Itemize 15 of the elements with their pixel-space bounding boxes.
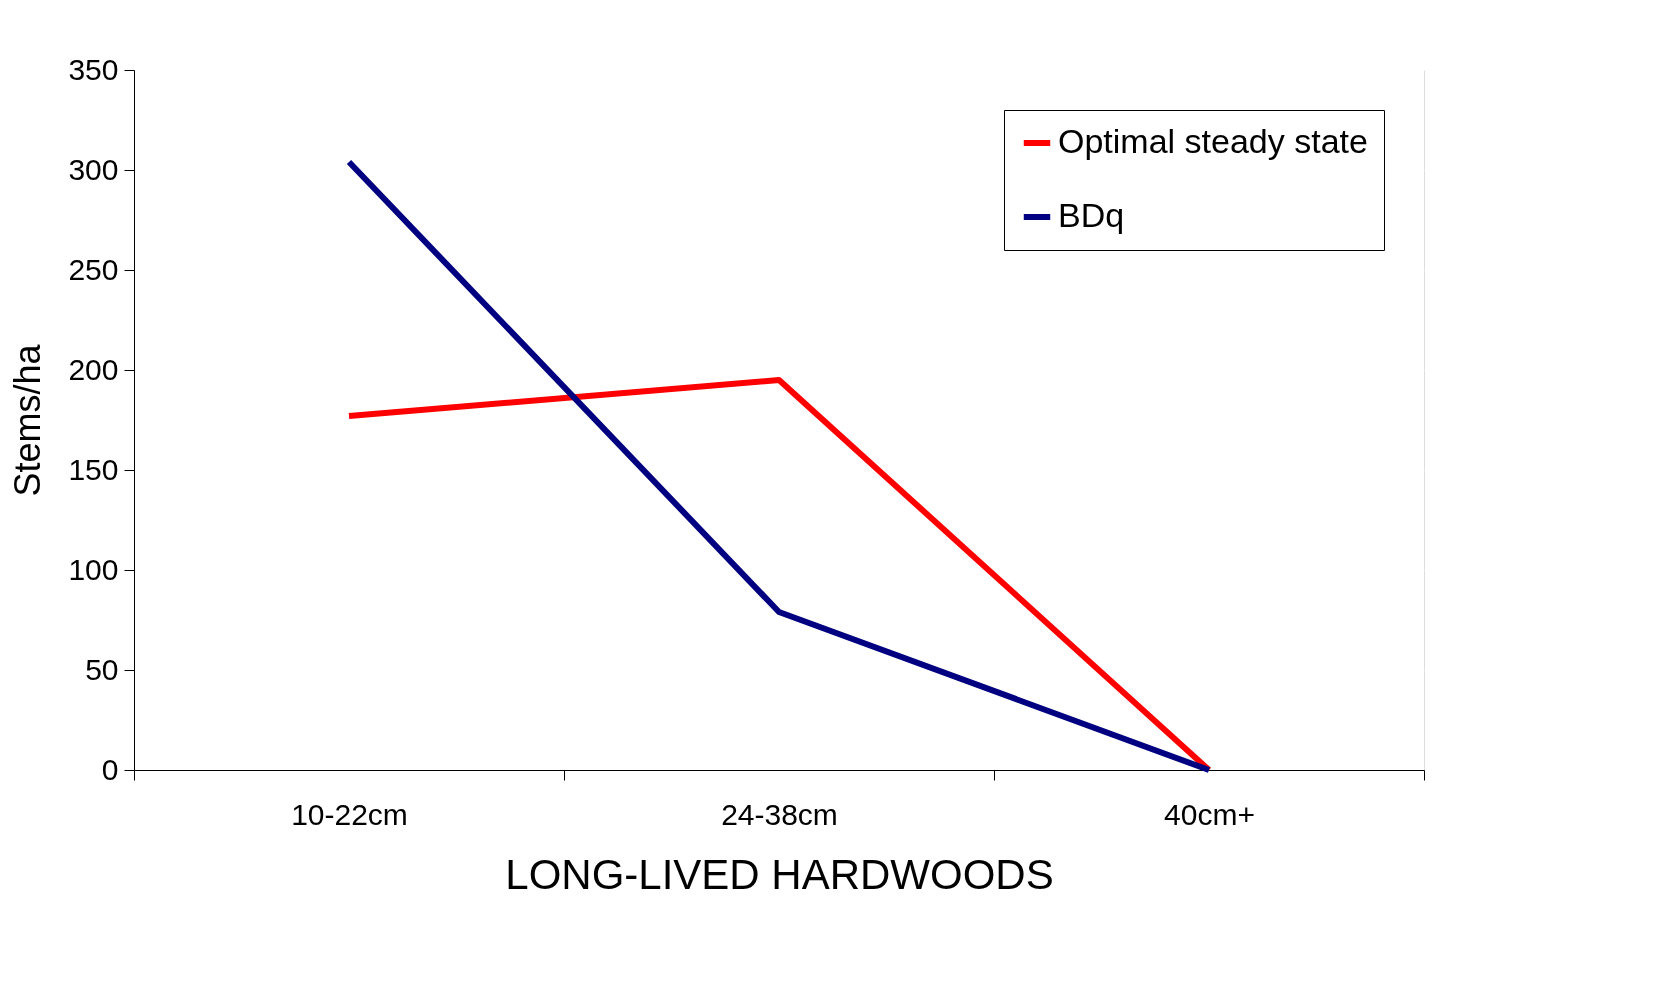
x-tick-label: 40cm+ [1164,797,1255,831]
y-axis-title: Stems/ha [7,343,49,497]
y-tick-label: 350 [68,52,119,86]
y-tick-label: 300 [68,152,119,186]
y-tick-label: 200 [68,352,119,386]
legend-label: BDq [1058,196,1125,234]
x-tick-label: 10-22cm [291,797,408,831]
y-tick-label: 0 [101,752,119,786]
y-tick-label: 100 [68,552,119,586]
legend-label: Optimal steady state [1058,122,1368,160]
x-axis-title: LONG-LIVED HARDWOODS [505,850,1054,898]
y-tick-label: 150 [68,452,119,486]
y-tick-label: 50 [85,652,119,686]
y-tick-label: 250 [68,252,119,286]
x-tick-label: 24-38cm [721,797,838,831]
